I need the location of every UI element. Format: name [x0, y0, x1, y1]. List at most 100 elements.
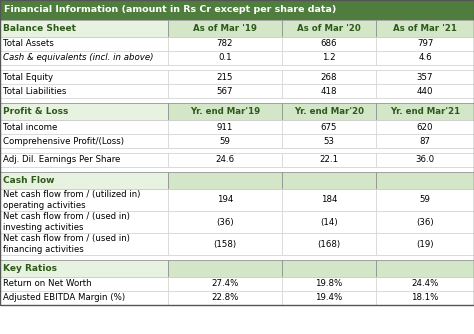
Bar	[282, 37, 376, 51]
Bar	[282, 233, 376, 255]
Bar	[282, 172, 376, 189]
Bar	[376, 134, 474, 148]
Text: Yr. end Mar'19: Yr. end Mar'19	[190, 107, 260, 116]
Text: 22.8%: 22.8%	[211, 294, 239, 303]
Bar	[376, 233, 474, 255]
Text: Adj. Dil. Earnings Per Share: Adj. Dil. Earnings Per Share	[3, 156, 120, 165]
Bar	[168, 153, 282, 167]
Text: 357: 357	[417, 72, 433, 81]
Bar	[0, 84, 168, 98]
Text: 22.1: 22.1	[319, 156, 338, 165]
Text: 686: 686	[321, 39, 337, 48]
Bar	[0, 51, 168, 65]
Bar	[282, 134, 376, 148]
Text: 911: 911	[217, 123, 233, 132]
Bar	[0, 37, 168, 51]
Bar	[0, 103, 168, 120]
Text: 440: 440	[417, 87, 433, 96]
Text: 567: 567	[217, 87, 233, 96]
Text: investing activities: investing activities	[3, 223, 83, 232]
Text: Total Liabilities: Total Liabilities	[3, 87, 66, 96]
Bar	[168, 189, 282, 211]
Text: Financial Information (amount in Rs Cr except per share data): Financial Information (amount in Rs Cr e…	[4, 5, 337, 14]
Bar	[168, 277, 282, 291]
Bar	[168, 84, 282, 98]
Text: (36): (36)	[216, 217, 234, 226]
Text: Total income: Total income	[3, 123, 57, 132]
Bar	[168, 260, 282, 277]
Text: Comprehensive Profit/(Loss): Comprehensive Profit/(Loss)	[3, 137, 124, 146]
Bar	[168, 70, 282, 84]
Text: Total Equity: Total Equity	[3, 72, 53, 81]
Bar	[282, 20, 376, 37]
Text: Net cash flow from / (utilized in): Net cash flow from / (utilized in)	[3, 190, 140, 199]
Bar	[168, 134, 282, 148]
Bar	[376, 20, 474, 37]
Text: 36.0: 36.0	[415, 156, 435, 165]
Bar	[376, 172, 474, 189]
Text: (158): (158)	[213, 239, 237, 248]
Bar	[168, 211, 282, 233]
Text: Net cash flow from / (used in): Net cash flow from / (used in)	[3, 234, 130, 243]
Bar	[282, 153, 376, 167]
Bar	[0, 98, 474, 103]
Bar	[282, 260, 376, 277]
Bar	[0, 120, 168, 134]
Bar	[168, 172, 282, 189]
Bar	[282, 51, 376, 65]
Bar	[376, 211, 474, 233]
Text: operating activities: operating activities	[3, 201, 86, 210]
Text: As of Mar '19: As of Mar '19	[193, 24, 257, 33]
Bar	[0, 70, 168, 84]
Bar	[0, 65, 474, 70]
Bar	[0, 189, 168, 211]
Text: (14): (14)	[320, 217, 338, 226]
Text: 1.2: 1.2	[322, 53, 336, 62]
Text: 19.4%: 19.4%	[315, 294, 343, 303]
Text: Total Assets: Total Assets	[3, 39, 54, 48]
Text: 53: 53	[323, 137, 335, 146]
Text: financing activities: financing activities	[3, 245, 84, 254]
Bar	[0, 167, 474, 172]
Text: (168): (168)	[318, 239, 340, 248]
Bar	[168, 291, 282, 305]
Bar	[168, 103, 282, 120]
Text: Cash & equivalents (incl. in above): Cash & equivalents (incl. in above)	[3, 53, 154, 62]
Text: 59: 59	[219, 137, 230, 146]
Bar	[376, 84, 474, 98]
Bar	[376, 153, 474, 167]
Bar	[282, 211, 376, 233]
Bar	[376, 70, 474, 84]
Text: Cash Flow: Cash Flow	[3, 176, 55, 185]
Bar	[0, 255, 474, 260]
Bar	[0, 134, 168, 148]
Text: 0.1: 0.1	[218, 53, 232, 62]
Bar	[282, 103, 376, 120]
Text: Yr. end Mar'21: Yr. end Mar'21	[390, 107, 460, 116]
Bar	[0, 20, 168, 37]
Bar	[376, 189, 474, 211]
Text: 184: 184	[321, 195, 337, 204]
Bar	[282, 277, 376, 291]
Text: 27.4%: 27.4%	[211, 280, 239, 289]
Text: 782: 782	[217, 39, 233, 48]
Bar	[168, 120, 282, 134]
Text: 675: 675	[321, 123, 337, 132]
Text: As of Mar '21: As of Mar '21	[393, 24, 457, 33]
Text: 19.8%: 19.8%	[315, 280, 343, 289]
Bar	[376, 37, 474, 51]
Bar	[376, 260, 474, 277]
Bar	[0, 291, 168, 305]
Bar	[282, 84, 376, 98]
Bar	[376, 103, 474, 120]
Bar	[0, 172, 168, 189]
Text: 215: 215	[217, 72, 233, 81]
Text: Key Ratios: Key Ratios	[3, 264, 57, 273]
Bar	[168, 233, 282, 255]
Text: 4.6: 4.6	[418, 53, 432, 62]
Text: 24.6: 24.6	[216, 156, 235, 165]
Bar	[0, 233, 168, 255]
Bar	[376, 51, 474, 65]
Text: Return on Net Worth: Return on Net Worth	[3, 280, 91, 289]
Bar	[376, 120, 474, 134]
